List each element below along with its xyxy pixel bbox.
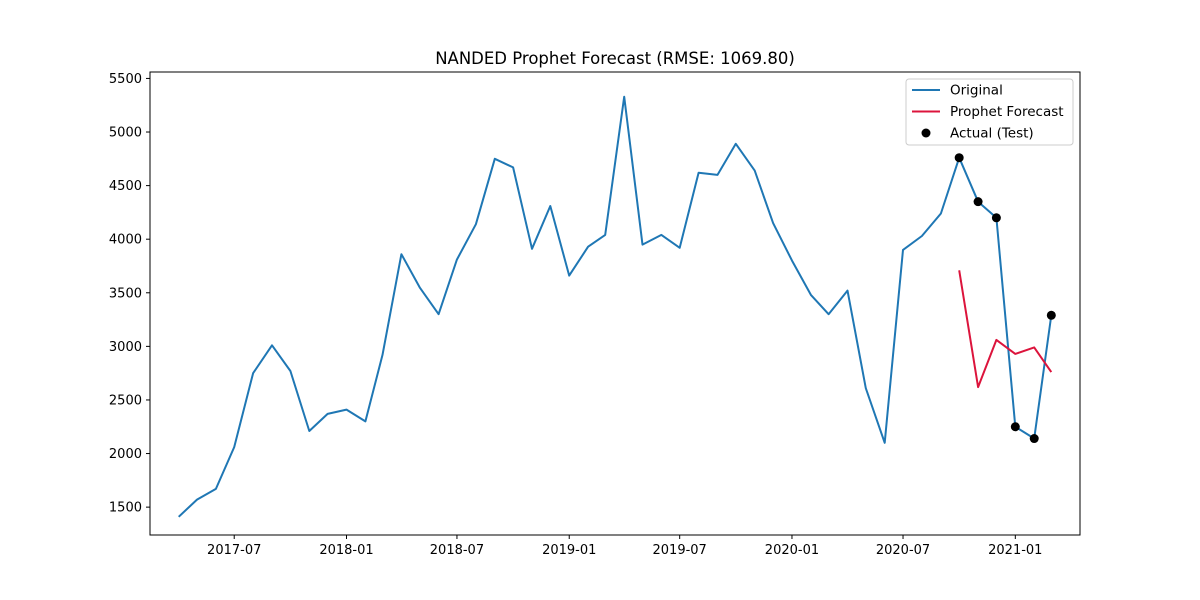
x-tick-label: 2019-07 <box>653 543 707 558</box>
actual-test-point <box>954 153 964 163</box>
x-tick-label: 2017-07 <box>207 543 261 558</box>
x-tick-label: 2018-01 <box>319 543 373 558</box>
legend-box <box>905 78 1074 146</box>
actual-test-point <box>1046 310 1056 320</box>
y-tick-label: 2500 <box>109 393 142 408</box>
y-tick-label: 5500 <box>109 72 142 87</box>
x-tick-label: 2019-01 <box>542 543 596 558</box>
legend: Original Prophet Forecast Actual (Test) <box>905 78 1074 146</box>
legend-label-original: Original <box>950 83 1003 99</box>
actual-test-point <box>991 213 1001 223</box>
x-axis: 2017-07 2018-01 2018-07 2019-01 2019-07 2020-… <box>207 535 1042 558</box>
legend-swatch-actual-test <box>921 128 931 138</box>
x-tick-label: 2021-01 <box>988 543 1042 558</box>
y-axis: 1500 2000 2500 3000 3500 4000 4500 5000 5500 <box>109 72 150 516</box>
y-tick-label: 3000 <box>109 340 142 355</box>
legend-label-prophet-forecast: Prophet Forecast <box>950 104 1064 120</box>
actual-test-point <box>1010 422 1020 432</box>
original-line <box>178 95 1053 518</box>
actual-test-point <box>1029 434 1039 444</box>
prophet-forecast-line <box>958 270 1053 389</box>
x-tick-label: 2020-01 <box>765 543 819 558</box>
series-layer <box>178 95 1056 518</box>
x-tick-label: 2018-07 <box>430 543 484 558</box>
y-tick-label: 2000 <box>109 447 142 462</box>
y-tick-label: 3500 <box>109 286 142 301</box>
y-tick-label: 5000 <box>109 126 142 141</box>
y-tick-label: 1500 <box>109 501 142 516</box>
plot-frame <box>149 71 1081 536</box>
chart-title: NANDED Prophet Forecast (RMSE: 1069.80) <box>435 49 795 68</box>
y-tick-label: 4000 <box>109 233 142 248</box>
plot-area <box>149 71 1081 536</box>
y-tick-label: 4500 <box>109 179 142 194</box>
legend-label-actual-test: Actual (Test) <box>950 126 1034 142</box>
actual-test-point <box>973 197 983 207</box>
x-tick-label: 2020-07 <box>876 543 930 558</box>
